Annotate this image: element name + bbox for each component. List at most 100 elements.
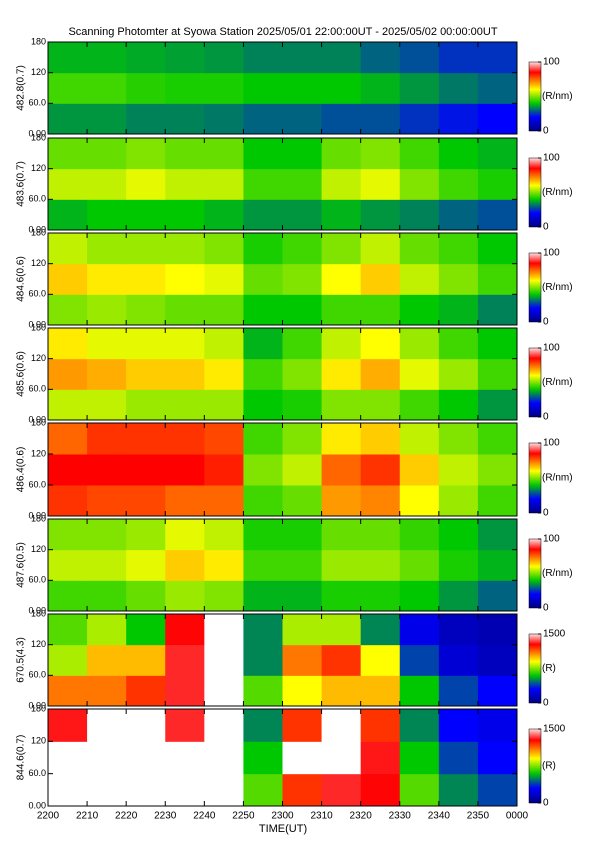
heatmap-cell <box>87 773 127 807</box>
heatmap-cell <box>165 233 205 265</box>
heatmap-cell <box>438 644 479 676</box>
heatmap-cell <box>438 741 479 775</box>
x-tick-label: 2200 <box>37 811 60 822</box>
heatmap-cell <box>204 233 244 265</box>
heatmap-cell <box>243 263 283 295</box>
heatmap-cell <box>165 423 205 455</box>
heatmap-cell <box>243 675 283 707</box>
heatmap-cell <box>204 358 244 390</box>
heatmap-cell <box>243 199 283 231</box>
heatmap-cell <box>243 294 283 326</box>
x-tick-label: 2230 <box>154 811 177 822</box>
heatmap-cell <box>321 294 362 326</box>
heatmap-cell <box>477 358 518 390</box>
heatmap-cell <box>126 454 166 486</box>
y-tick-label: 120 <box>31 448 46 458</box>
y-tick-label: 60.0 <box>28 98 46 108</box>
heatmap-cell <box>48 168 88 200</box>
heatmap-cell <box>87 358 127 390</box>
heatmap-cell <box>48 389 88 421</box>
heatmap-cell <box>204 485 244 517</box>
heatmap-cell <box>282 454 323 486</box>
heatmap-cell <box>48 580 88 612</box>
heatmap-cell <box>321 103 362 135</box>
heatmap-cell <box>204 709 244 742</box>
heatmap-cell <box>126 103 166 135</box>
heatmap-cell <box>321 773 362 807</box>
heatmap-cell <box>438 42 479 74</box>
heatmap-cell <box>399 168 440 200</box>
heatmap-cell <box>243 42 283 74</box>
heatmap-cell <box>126 519 166 551</box>
heatmap-cell <box>165 389 205 421</box>
heatmap-cell <box>438 614 479 646</box>
x-tick-label: 2220 <box>115 811 138 822</box>
heatmap-cell <box>477 103 518 135</box>
heatmap-cell <box>438 103 479 135</box>
heatmap-cell <box>87 454 127 486</box>
heatmap-cell <box>438 328 479 360</box>
heatmap-cell <box>321 709 362 742</box>
y-tick-label: 60.0 <box>28 384 46 394</box>
heatmap-cell <box>360 168 401 200</box>
heatmap <box>48 423 518 517</box>
heatmap-cell <box>87 580 127 612</box>
heatmap-cell <box>48 709 88 742</box>
heatmap-cell <box>360 675 401 707</box>
colorbar-label: (R/nm) <box>542 282 573 293</box>
heatmap-cell <box>321 72 362 104</box>
y-tick-label: 180 <box>31 322 46 332</box>
heatmap-cell <box>360 294 401 326</box>
colorbar-label: (R) <box>542 761 556 772</box>
heatmap-cell <box>165 580 205 612</box>
heatmap-cell <box>282 741 323 775</box>
heatmap-cell <box>48 549 88 581</box>
heatmap-cell <box>165 675 205 707</box>
heatmap-cell <box>126 644 166 676</box>
colorbar-label: (R/nm) <box>542 91 573 102</box>
heatmap-cell <box>165 519 205 551</box>
heatmap-cell <box>87 233 127 265</box>
heatmap-cell <box>282 42 323 74</box>
colorbar-label: (R/nm) <box>542 473 573 484</box>
heatmap-cell <box>399 294 440 326</box>
heatmap-cell <box>243 72 283 104</box>
colorbar-label: (R/nm) <box>542 568 573 579</box>
heatmap-cell <box>126 773 166 807</box>
heatmap-cell <box>87 644 127 676</box>
heatmap-cell <box>438 709 479 742</box>
y-axis-label: 482.8(0.7) <box>16 65 27 111</box>
heatmap-cell <box>126 614 166 646</box>
heatmap-cell <box>360 549 401 581</box>
colorbar-tick-label: 1500 <box>543 724 566 735</box>
colorbar-tick-label: 100 <box>543 534 560 545</box>
heatmap-cell <box>282 709 323 742</box>
heatmap-cell <box>399 549 440 581</box>
heatmap-cell <box>126 389 166 421</box>
heatmap-cell <box>204 42 244 74</box>
heatmap-cell <box>48 103 88 135</box>
heatmap-cell <box>438 549 479 581</box>
heatmap-cell <box>438 358 479 390</box>
heatmap-cell <box>87 614 127 646</box>
heatmap-cell <box>243 233 283 265</box>
heatmap-cell <box>477 389 518 421</box>
heatmap-cell <box>399 773 440 807</box>
y-tick-label: 60.0 <box>28 479 46 489</box>
heatmap-cell <box>399 42 440 74</box>
heatmap-cell <box>126 42 166 74</box>
heatmap-cell <box>477 42 518 74</box>
heatmap-cell <box>165 328 205 360</box>
heatmap-cell <box>399 72 440 104</box>
y-tick-label: 0.00 <box>28 319 46 329</box>
heatmap-cell <box>126 580 166 612</box>
y-tick-label: 60.0 <box>28 768 46 778</box>
heatmap-cell <box>360 614 401 646</box>
heatmap-cell <box>321 614 362 646</box>
heatmap-cell <box>243 103 283 135</box>
heatmap-cell <box>165 644 205 676</box>
heatmap-cell <box>165 709 205 742</box>
heatmap-cell <box>438 389 479 421</box>
colorbar-label: (R/nm) <box>542 187 573 198</box>
y-axis-label: 486.4(0.6) <box>16 447 27 493</box>
